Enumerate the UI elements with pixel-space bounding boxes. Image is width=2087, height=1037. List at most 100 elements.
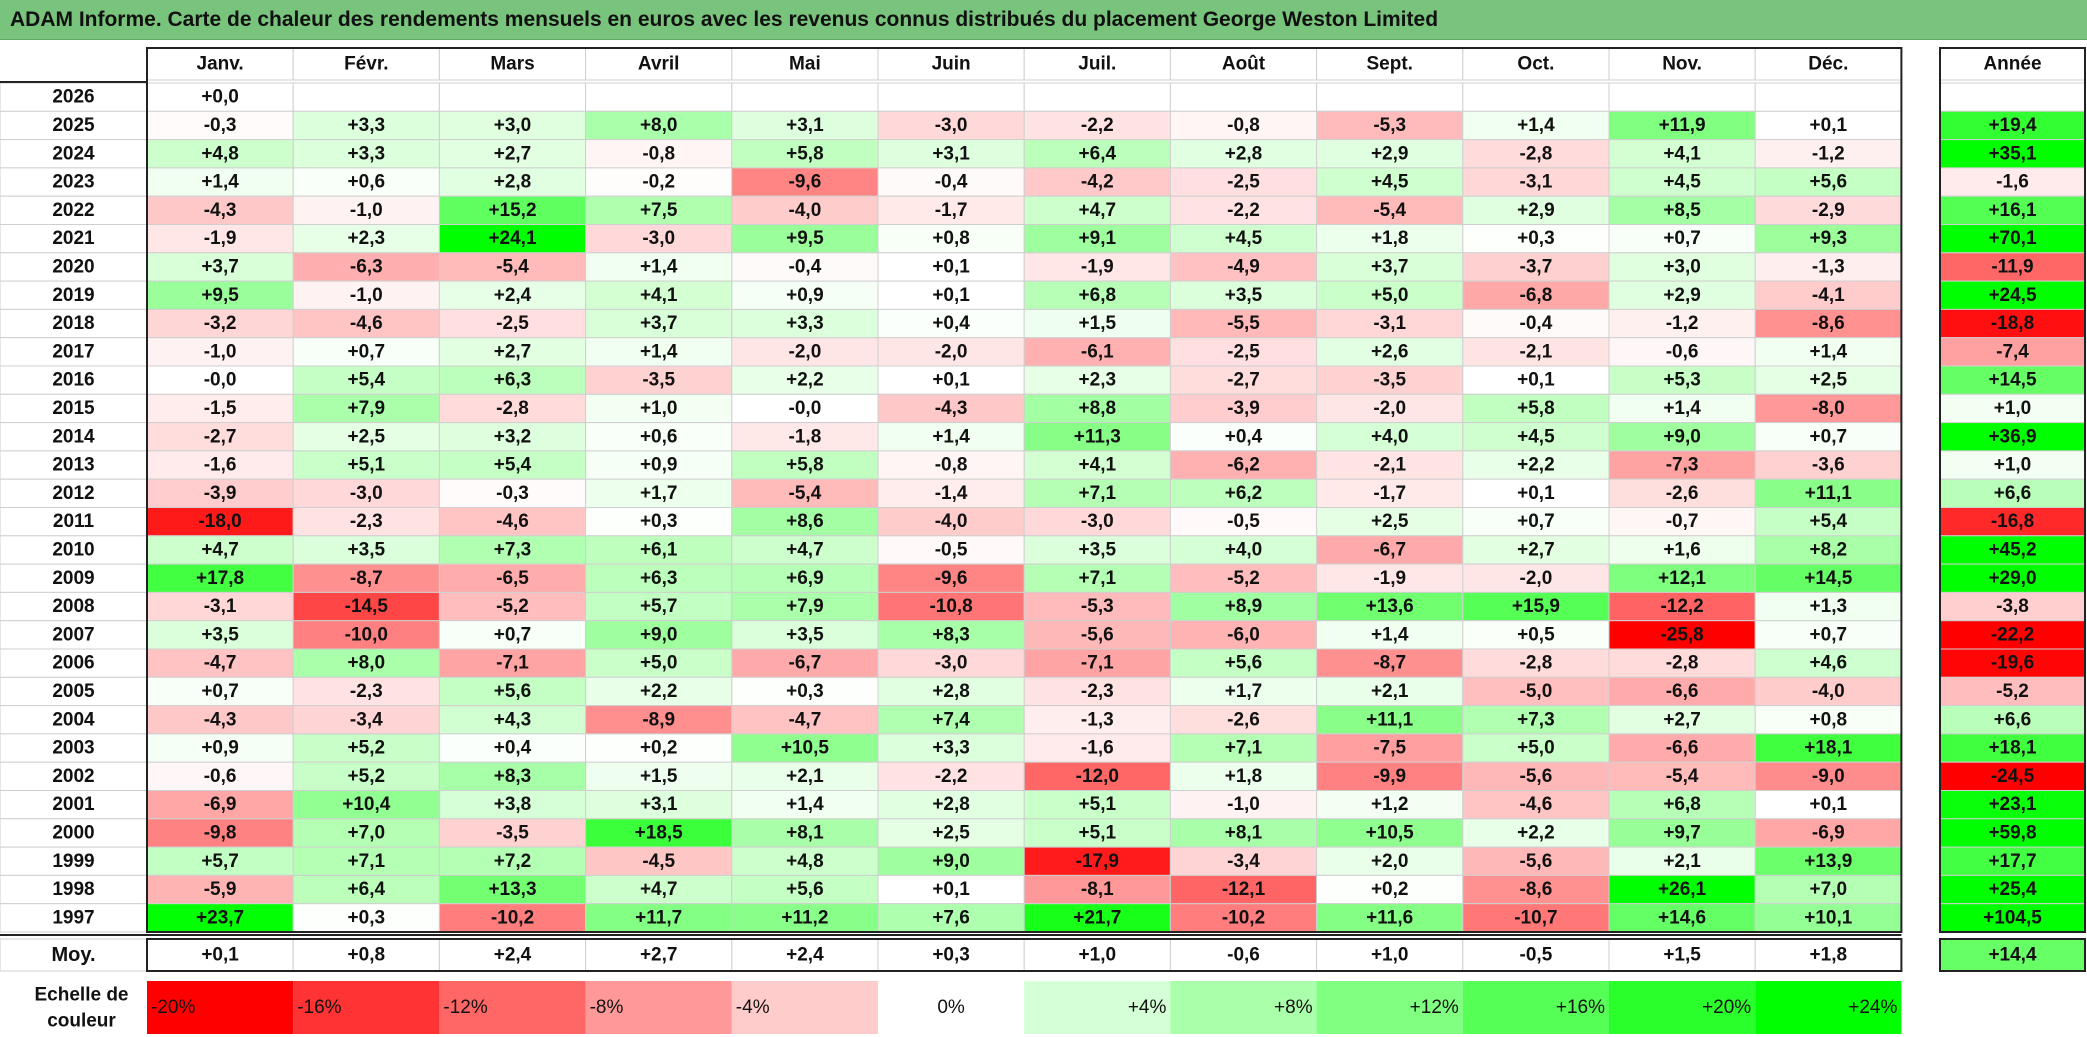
heat-cell xyxy=(146,337,294,367)
scale-label: +16% xyxy=(1556,997,1605,1018)
month-header-9: Sept. xyxy=(1366,54,1412,75)
heat-value: +7,3 xyxy=(494,539,532,560)
heat-value: +5,8 xyxy=(786,143,824,164)
heat-value: -1,9 xyxy=(1373,568,1406,589)
heat-value: +2,8 xyxy=(932,681,970,702)
heat-value: +7,1 xyxy=(1225,738,1263,759)
heat-cell xyxy=(438,648,587,678)
heat-cell xyxy=(731,648,879,678)
heat-cell xyxy=(438,903,587,933)
heat-value: +11,2 xyxy=(781,907,828,928)
heat-cell xyxy=(1023,393,1171,424)
heat-value: -2,8 xyxy=(1520,143,1553,164)
heat-cell xyxy=(292,365,440,395)
heat-cell xyxy=(438,82,587,112)
heat-value: -5,5 xyxy=(1227,313,1260,334)
heat-cell xyxy=(585,790,733,820)
annual-value: +36,9 xyxy=(1988,426,2036,447)
heat-value: +5,6 xyxy=(1810,172,1848,193)
month-header-12: Déc. xyxy=(1808,54,1848,75)
annual-cell xyxy=(1939,507,2086,537)
heat-cell xyxy=(1023,733,1171,763)
heat-value: -1,3 xyxy=(1812,256,1845,277)
heat-cell xyxy=(292,308,440,339)
heat-cell xyxy=(1316,676,1464,707)
heat-cell xyxy=(438,733,587,763)
heat-cell xyxy=(1462,648,1610,678)
heat-cell xyxy=(731,507,879,537)
heat-value: +1,6 xyxy=(1663,539,1701,560)
year-label: 2006 xyxy=(52,653,94,674)
heat-value: +4,6 xyxy=(1810,653,1848,674)
heat-cell xyxy=(292,110,440,141)
heat-cell xyxy=(1169,818,1318,848)
heat-value: +21,7 xyxy=(1073,907,1121,928)
heat-value: -0,8 xyxy=(1227,115,1260,136)
year-cell xyxy=(0,676,148,707)
heat-value: +0,9 xyxy=(201,738,239,759)
heat-cell xyxy=(146,167,294,197)
heat-cell xyxy=(146,648,294,678)
heat-cell xyxy=(1462,393,1610,424)
heat-value: +8,2 xyxy=(1810,539,1848,560)
heat-value: +0,7 xyxy=(201,681,239,702)
annual-value: -3,8 xyxy=(1996,596,2029,617)
heat-value: +0,9 xyxy=(786,285,824,306)
heat-value: +0,3 xyxy=(1517,228,1555,249)
heat-value: -2,7 xyxy=(1227,370,1260,391)
year-cell xyxy=(0,903,148,933)
heat-value: +2,0 xyxy=(1371,851,1409,872)
month-header-1: Janv. xyxy=(197,54,244,75)
heat-value: +3,8 xyxy=(494,794,532,815)
heat-cell xyxy=(292,252,440,282)
heat-value: -3,4 xyxy=(350,709,383,730)
average-value: +1,0 xyxy=(1079,945,1117,966)
heat-value: -5,3 xyxy=(1081,596,1114,617)
heat-value: +2,6 xyxy=(1371,341,1409,362)
heat-value: -2,2 xyxy=(1227,200,1260,221)
heat-value: +6,8 xyxy=(1079,285,1117,306)
heat-cell xyxy=(292,563,440,593)
year-label: 2020 xyxy=(52,256,94,277)
heat-cell xyxy=(1462,280,1610,310)
heat-value: +11,1 xyxy=(1366,709,1413,730)
heat-value: -4,3 xyxy=(935,398,968,419)
heat-value: +8,5 xyxy=(1663,200,1701,221)
year-label: 2000 xyxy=(52,822,94,843)
heat-value: -0,3 xyxy=(496,483,529,504)
heat-value: +4,3 xyxy=(494,709,532,730)
heat-value: +1,8 xyxy=(1371,228,1409,249)
heat-cell xyxy=(1169,648,1318,678)
average-label-cell xyxy=(0,938,148,972)
heat-value: +0,5 xyxy=(1517,624,1555,645)
heat-cell xyxy=(731,676,879,707)
year-label: 2025 xyxy=(52,115,95,136)
heat-value: +5,3 xyxy=(1663,370,1701,391)
heat-value: -4,1 xyxy=(1812,285,1845,306)
heat-value: +3,0 xyxy=(494,115,532,136)
heat-value: -8,0 xyxy=(1812,398,1845,419)
heat-value: -1,0 xyxy=(1227,794,1260,815)
year-label: 2014 xyxy=(52,426,95,447)
annual-cell xyxy=(1939,280,2086,310)
heat-value: +0,1 xyxy=(1810,794,1848,815)
heat-value: -2,0 xyxy=(1520,568,1553,589)
heat-value: +3,3 xyxy=(932,738,970,759)
heat-value: +11,6 xyxy=(1366,907,1413,928)
heat-cell xyxy=(877,280,1025,310)
annual-value: +24,5 xyxy=(1988,285,2037,306)
annual-cell xyxy=(1939,195,2086,225)
heat-cell xyxy=(731,110,879,141)
heat-cell xyxy=(1023,252,1171,282)
scale-swatch xyxy=(1316,981,1463,1034)
average-cell xyxy=(1608,938,1756,972)
heat-value: +0,1 xyxy=(932,285,970,306)
heat-value: +2,1 xyxy=(786,766,824,787)
annual-value: +6,6 xyxy=(1994,483,2032,504)
heat-cell xyxy=(1462,308,1610,339)
heat-value: -1,3 xyxy=(1081,709,1114,730)
heat-cell xyxy=(1754,563,1902,593)
heat-value: +8,8 xyxy=(1079,398,1117,419)
heat-value: -7,1 xyxy=(496,653,529,674)
heat-value: +15,2 xyxy=(488,200,536,221)
